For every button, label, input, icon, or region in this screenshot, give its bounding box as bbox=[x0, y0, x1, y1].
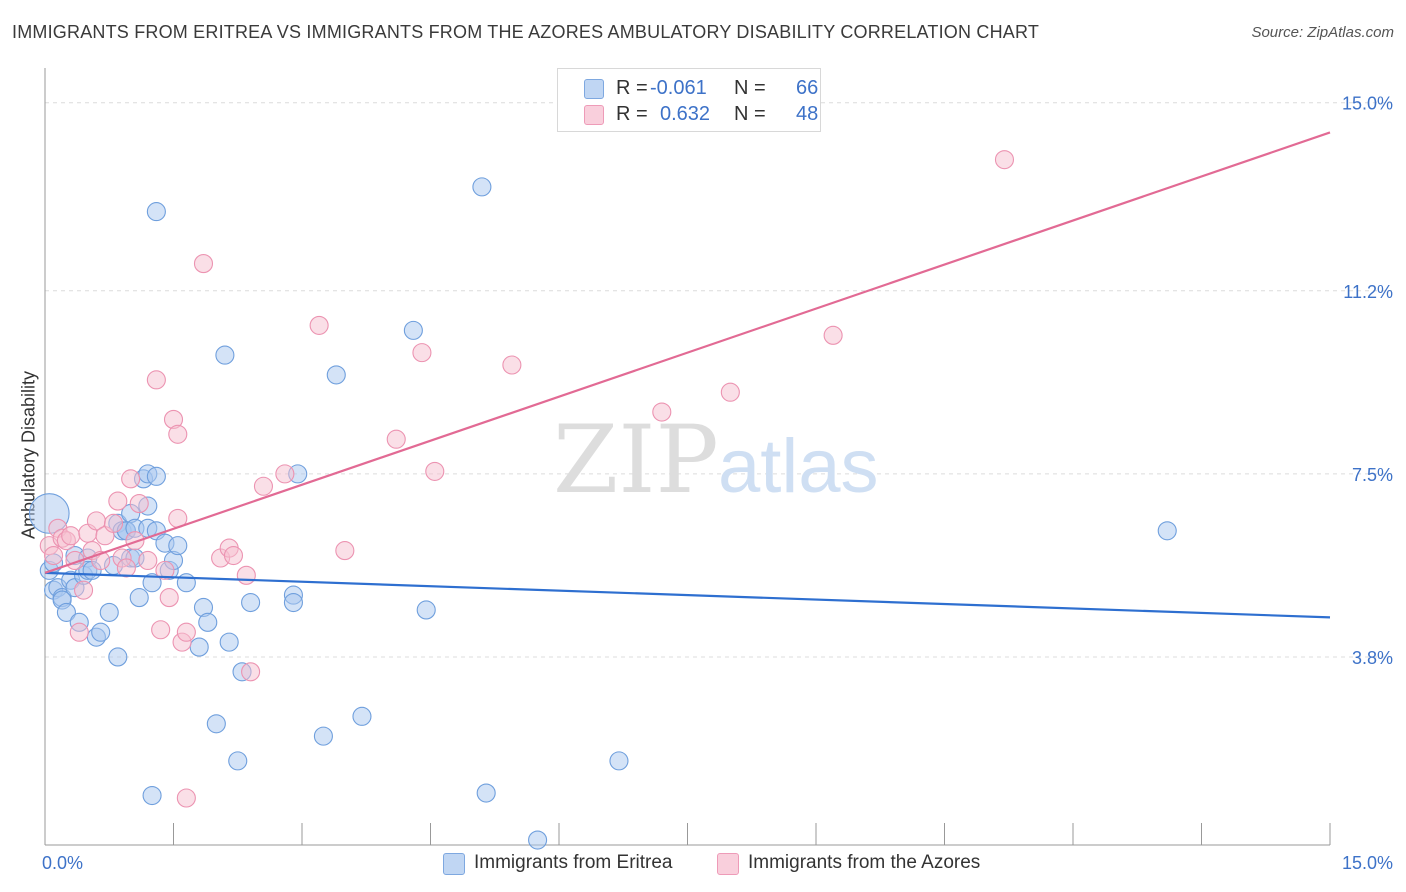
eritrea-point bbox=[142, 573, 162, 593]
legend-r-value: 0.632 bbox=[660, 103, 711, 125]
azores-point bbox=[253, 476, 274, 496]
bottom-legend-swatch-eritrea bbox=[443, 853, 465, 875]
chart-title: IMMIGRANTS FROM ERITREA VS IMMIGRANTS FR… bbox=[12, 22, 1040, 42]
eritrea-point bbox=[228, 751, 248, 771]
azores-point bbox=[151, 620, 171, 640]
azores-point bbox=[125, 531, 145, 551]
azores-point bbox=[241, 662, 261, 682]
eritrea-point bbox=[403, 320, 423, 340]
azores-point bbox=[412, 343, 432, 363]
axes bbox=[44, 68, 1331, 846]
azores-point bbox=[159, 588, 179, 608]
eritrea-point bbox=[146, 202, 166, 222]
azores-point bbox=[176, 622, 196, 642]
legend-r-label: R = bbox=[616, 103, 648, 125]
eritrea-point bbox=[241, 592, 261, 613]
trend-lines bbox=[44, 131, 1331, 619]
y-tick-label: 15.0% bbox=[1342, 94, 1393, 114]
eritrea-point bbox=[198, 612, 218, 632]
legend-n-value: 48 bbox=[796, 103, 819, 125]
azores-point bbox=[223, 545, 244, 566]
azores-point bbox=[386, 429, 406, 449]
eritrea-point bbox=[146, 466, 166, 486]
legend-swatch-azores bbox=[584, 105, 604, 125]
x-tick-label-max: 15.0% bbox=[1342, 853, 1393, 873]
azores-point bbox=[155, 560, 175, 580]
azores-point bbox=[108, 491, 128, 511]
x-tick-label-min: 0.0% bbox=[42, 853, 83, 873]
legend-n-label: N = bbox=[734, 103, 766, 125]
source-label: Source: ZipAtlas.com bbox=[1251, 24, 1394, 41]
eritrea-point bbox=[206, 714, 226, 734]
eritrea-point bbox=[91, 622, 111, 642]
azores-point bbox=[129, 494, 149, 514]
azores-point bbox=[74, 580, 94, 600]
azores-point bbox=[44, 545, 64, 566]
eritrea-point bbox=[142, 785, 162, 806]
eritrea-point bbox=[472, 177, 492, 197]
tick-labels: 3.8% 7.5% 11.2% 15.0% 0.0% 15.0% bbox=[42, 94, 1393, 873]
eritrea-point bbox=[609, 751, 629, 771]
azores-point bbox=[236, 565, 256, 585]
eritrea-point bbox=[168, 536, 188, 556]
azores-point bbox=[502, 355, 522, 375]
series-azores-points bbox=[39, 150, 1015, 808]
azores-point bbox=[138, 550, 158, 571]
azores-point bbox=[275, 464, 295, 484]
azores-point bbox=[335, 541, 355, 561]
y-tick-label: 7.5% bbox=[1352, 465, 1393, 485]
azores-point bbox=[103, 513, 124, 533]
trend-line-eritrea bbox=[44, 571, 1331, 619]
azores-point bbox=[116, 558, 136, 578]
y-tick-label: 11.2% bbox=[1343, 282, 1393, 302]
eritrea-point bbox=[108, 647, 128, 667]
y-tick-label: 3.8% bbox=[1352, 648, 1393, 668]
eritrea-point bbox=[326, 365, 346, 385]
eritrea-point bbox=[219, 632, 239, 652]
azores-point bbox=[193, 254, 214, 274]
eritrea-point bbox=[1157, 521, 1177, 541]
eritrea-point bbox=[56, 602, 76, 622]
trend-line-azores bbox=[44, 131, 1331, 574]
eritrea-point bbox=[352, 706, 372, 726]
legend-r-label: R = bbox=[616, 77, 648, 99]
legend-n-label: N = bbox=[734, 77, 766, 99]
azores-point bbox=[168, 424, 188, 444]
bottom-legend-label-eritrea: Immigrants from Eritrea bbox=[474, 852, 673, 873]
watermark-atlas: atlas bbox=[718, 424, 879, 509]
eritrea-point bbox=[313, 726, 333, 746]
azores-point bbox=[823, 325, 843, 345]
azores-point bbox=[121, 469, 141, 489]
bottom-legend-label-azores: Immigrants from the Azores bbox=[748, 852, 981, 873]
watermark: ZIP atlas bbox=[553, 406, 879, 515]
eritrea-point bbox=[129, 588, 149, 608]
grid-lines bbox=[45, 102, 1392, 658]
azores-point bbox=[61, 526, 81, 546]
eritrea-point bbox=[189, 637, 209, 657]
watermark-zip: ZIP bbox=[553, 406, 719, 515]
azores-point bbox=[994, 150, 1015, 170]
eritrea-point bbox=[416, 600, 436, 620]
eritrea-point bbox=[99, 602, 119, 622]
azores-point bbox=[720, 382, 740, 402]
eritrea-point bbox=[528, 830, 548, 850]
eritrea-point bbox=[476, 783, 496, 803]
azores-point bbox=[69, 622, 89, 642]
azores-point bbox=[425, 461, 445, 481]
legend-swatch-eritrea bbox=[584, 79, 604, 99]
azores-point bbox=[309, 315, 329, 335]
eritrea-point bbox=[283, 592, 303, 613]
azores-point bbox=[652, 402, 672, 422]
legend-r-value: -0.061 bbox=[650, 77, 707, 99]
eritrea-point bbox=[215, 345, 235, 365]
bottom-legend-swatch-azores bbox=[717, 853, 739, 875]
azores-point bbox=[146, 370, 166, 390]
azores-point bbox=[176, 788, 196, 808]
correlation-legend: R = -0.061 N = 66 R = 0.632 N = 48 bbox=[557, 68, 821, 132]
legend-n-value: 66 bbox=[796, 77, 819, 99]
